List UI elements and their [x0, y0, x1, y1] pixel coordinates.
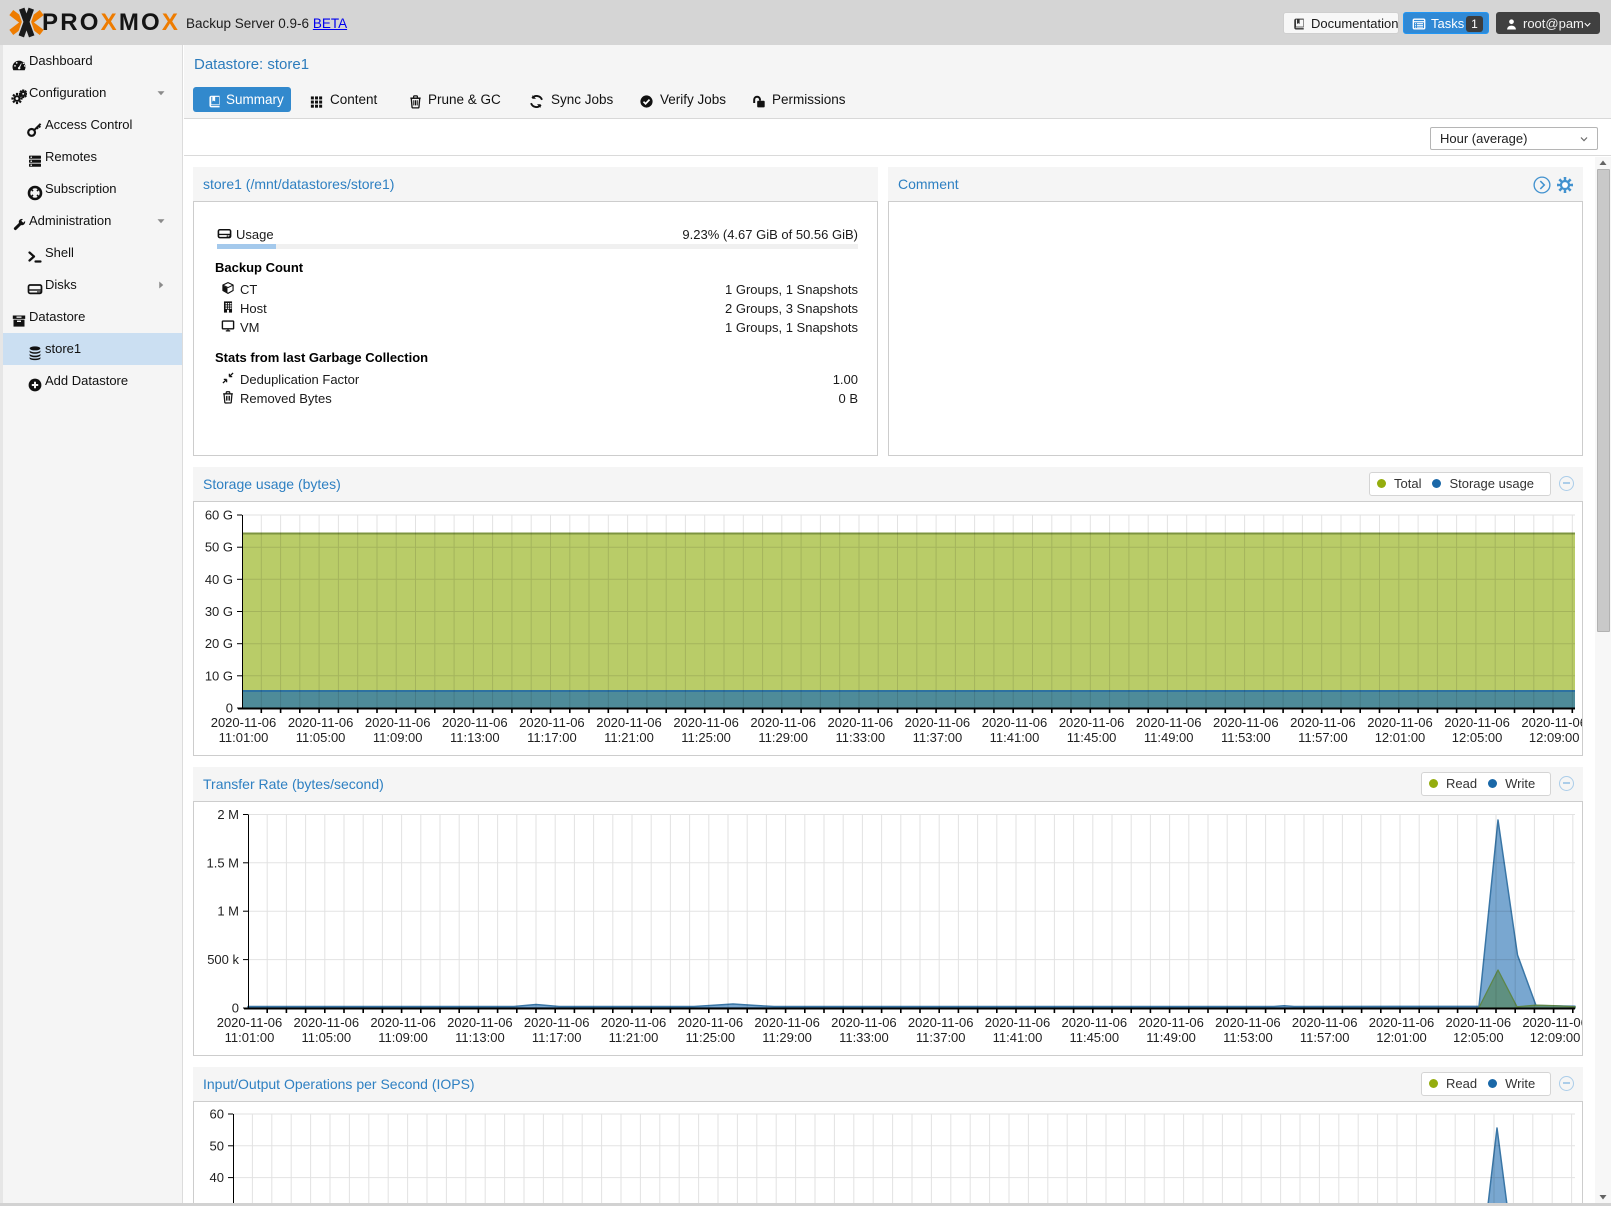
svg-text:10 G: 10 G: [205, 668, 233, 683]
svg-text:2020-11-06: 2020-11-06: [1521, 715, 1582, 730]
svg-text:12:01:00: 12:01:00: [1376, 1030, 1427, 1045]
svg-text:2020-11-06: 2020-11-06: [1138, 1015, 1204, 1030]
svg-text:2020-11-06: 2020-11-06: [905, 715, 971, 730]
svg-text:12:05:00: 12:05:00: [1452, 730, 1503, 745]
svg-text:11:53:00: 11:53:00: [1221, 730, 1271, 745]
svg-text:11:13:00: 11:13:00: [455, 1030, 505, 1045]
svg-text:40: 40: [210, 1170, 224, 1185]
svg-text:12:01:00: 12:01:00: [1375, 730, 1426, 745]
svg-text:2020-11-06: 2020-11-06: [447, 1015, 513, 1030]
svg-text:2020-11-06: 2020-11-06: [1062, 1015, 1128, 1030]
svg-text:1.5 M: 1.5 M: [206, 855, 239, 870]
svg-text:2020-11-06: 2020-11-06: [750, 715, 816, 730]
svg-text:11:05:00: 11:05:00: [296, 730, 346, 745]
svg-text:2020-11-06: 2020-11-06: [673, 715, 739, 730]
svg-text:2020-11-06: 2020-11-06: [908, 1015, 974, 1030]
svg-text:2020-11-06: 2020-11-06: [524, 1015, 590, 1030]
svg-text:2020-11-06: 2020-11-06: [1215, 1015, 1281, 1030]
svg-text:2020-11-06: 2020-11-06: [519, 715, 585, 730]
svg-text:11:49:00: 11:49:00: [1144, 730, 1194, 745]
svg-text:11:29:00: 11:29:00: [762, 1030, 812, 1045]
svg-text:11:41:00: 11:41:00: [993, 1030, 1043, 1045]
svg-text:2020-11-06: 2020-11-06: [1446, 1015, 1512, 1030]
svg-text:2020-11-06: 2020-11-06: [1059, 715, 1125, 730]
svg-text:2020-11-06: 2020-11-06: [370, 1015, 436, 1030]
svg-text:11:45:00: 11:45:00: [1067, 730, 1117, 745]
svg-text:0: 0: [232, 1001, 239, 1016]
svg-text:2020-11-06: 2020-11-06: [217, 1015, 283, 1030]
svg-text:2020-11-06: 2020-11-06: [288, 715, 354, 730]
svg-text:11:09:00: 11:09:00: [373, 730, 423, 745]
svg-text:2020-11-06: 2020-11-06: [985, 1015, 1051, 1030]
svg-text:2020-11-06: 2020-11-06: [365, 715, 431, 730]
svg-text:2020-11-06: 2020-11-06: [1367, 715, 1433, 730]
svg-text:50: 50: [210, 1138, 224, 1153]
svg-text:11:09:00: 11:09:00: [378, 1030, 428, 1045]
svg-text:11:01:00: 11:01:00: [225, 1030, 275, 1045]
svg-text:50 G: 50 G: [205, 540, 233, 555]
svg-text:2020-11-06: 2020-11-06: [831, 1015, 897, 1030]
svg-text:2020-11-06: 2020-11-06: [828, 715, 894, 730]
svg-text:30 G: 30 G: [205, 604, 233, 619]
svg-text:2 M: 2 M: [217, 807, 239, 822]
svg-text:2020-11-06: 2020-11-06: [1369, 1015, 1435, 1030]
svg-text:2020-11-06: 2020-11-06: [678, 1015, 744, 1030]
svg-text:11:05:00: 11:05:00: [301, 1030, 351, 1045]
svg-text:2020-11-06: 2020-11-06: [442, 715, 508, 730]
svg-text:2020-11-06: 2020-11-06: [1522, 1015, 1582, 1030]
svg-text:60 G: 60 G: [205, 508, 233, 523]
svg-text:11:41:00: 11:41:00: [990, 730, 1040, 745]
svg-text:11:13:00: 11:13:00: [450, 730, 500, 745]
svg-text:12:05:00: 12:05:00: [1453, 1030, 1504, 1045]
svg-text:2020-11-06: 2020-11-06: [601, 1015, 667, 1030]
svg-text:11:21:00: 11:21:00: [604, 730, 654, 745]
svg-text:11:57:00: 11:57:00: [1300, 1030, 1350, 1045]
svg-text:11:17:00: 11:17:00: [532, 1030, 582, 1045]
svg-text:2020-11-06: 2020-11-06: [982, 715, 1048, 730]
svg-text:11:33:00: 11:33:00: [835, 730, 885, 745]
svg-text:2020-11-06: 2020-11-06: [211, 715, 277, 730]
svg-text:2020-11-06: 2020-11-06: [294, 1015, 360, 1030]
svg-text:11:53:00: 11:53:00: [1223, 1030, 1273, 1045]
svg-text:12:09:00: 12:09:00: [1530, 1030, 1581, 1045]
svg-text:2020-11-06: 2020-11-06: [1444, 715, 1510, 730]
svg-text:11:37:00: 11:37:00: [913, 730, 963, 745]
svg-text:11:57:00: 11:57:00: [1298, 730, 1348, 745]
svg-text:11:29:00: 11:29:00: [758, 730, 808, 745]
svg-text:12:09:00: 12:09:00: [1529, 730, 1580, 745]
svg-text:2020-11-06: 2020-11-06: [1290, 715, 1356, 730]
svg-text:11:25:00: 11:25:00: [681, 730, 731, 745]
svg-text:11:01:00: 11:01:00: [219, 730, 269, 745]
svg-text:2020-11-06: 2020-11-06: [596, 715, 662, 730]
svg-text:60: 60: [210, 1107, 224, 1122]
svg-text:2020-11-06: 2020-11-06: [1136, 715, 1202, 730]
svg-text:11:17:00: 11:17:00: [527, 730, 577, 745]
svg-text:2020-11-06: 2020-11-06: [754, 1015, 820, 1030]
svg-text:2020-11-06: 2020-11-06: [1213, 715, 1279, 730]
svg-text:11:21:00: 11:21:00: [609, 1030, 659, 1045]
svg-text:11:45:00: 11:45:00: [1069, 1030, 1119, 1045]
svg-text:11:37:00: 11:37:00: [916, 1030, 966, 1045]
svg-text:20 G: 20 G: [205, 636, 233, 651]
svg-text:1 M: 1 M: [217, 904, 239, 919]
svg-text:0: 0: [226, 701, 233, 716]
svg-text:11:33:00: 11:33:00: [839, 1030, 889, 1045]
svg-text:2020-11-06: 2020-11-06: [1292, 1015, 1358, 1030]
svg-text:40 G: 40 G: [205, 572, 233, 587]
svg-text:11:49:00: 11:49:00: [1146, 1030, 1196, 1045]
svg-text:11:25:00: 11:25:00: [685, 1030, 735, 1045]
svg-text:500 k: 500 k: [207, 952, 239, 967]
